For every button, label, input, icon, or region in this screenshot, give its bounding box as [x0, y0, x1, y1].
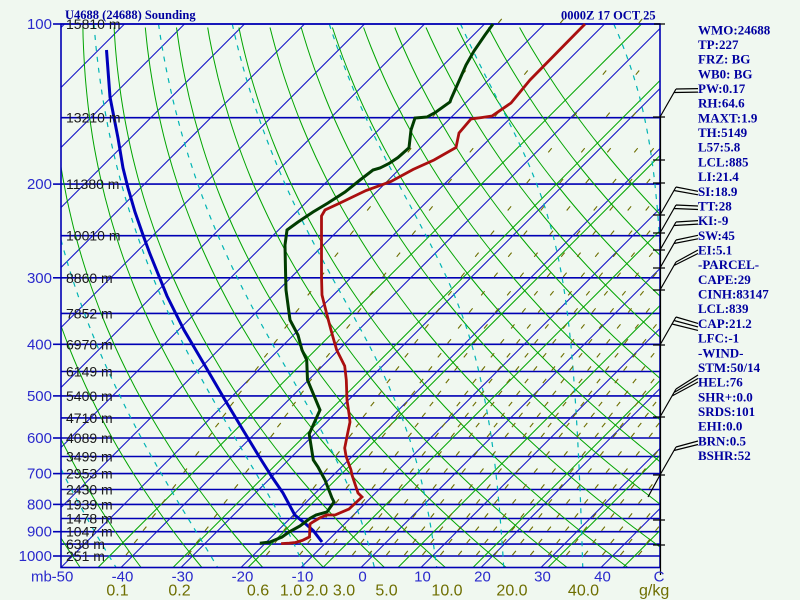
- svg-text:-10: -10: [292, 569, 314, 586]
- svg-text:8860 m: 8860 m: [66, 270, 113, 286]
- svg-text:10.0: 10.0: [431, 583, 462, 600]
- svg-text:800: 800: [27, 496, 52, 513]
- svg-text:6970 m: 6970 m: [66, 336, 113, 352]
- svg-text:20.0: 20.0: [496, 583, 527, 600]
- svg-text:g/kg: g/kg: [639, 583, 669, 600]
- svg-text:4089 m: 4089 m: [66, 430, 113, 446]
- svg-text:30: 30: [534, 569, 551, 586]
- svg-text:15810 m: 15810 m: [66, 16, 120, 32]
- svg-text:13210 m: 13210 m: [66, 110, 120, 126]
- svg-text:0.1: 0.1: [106, 583, 128, 600]
- svg-text:251 m: 251 m: [66, 548, 105, 564]
- svg-text:10010 m: 10010 m: [66, 228, 120, 244]
- svg-text:-WIND-: -WIND-: [698, 345, 744, 360]
- svg-text:0.6: 0.6: [247, 583, 269, 600]
- svg-text:CAP:21.2: CAP:21.2: [698, 316, 752, 331]
- svg-text:U4688 (24688) Sounding: U4688 (24688) Sounding: [65, 8, 196, 22]
- svg-text:300: 300: [27, 270, 52, 287]
- svg-text:2430 m: 2430 m: [66, 482, 113, 498]
- svg-text:PW:0.17: PW:0.17: [698, 81, 746, 96]
- svg-text:RH:64.6: RH:64.6: [698, 96, 745, 111]
- svg-text:100: 100: [27, 16, 52, 33]
- svg-text:0.2: 0.2: [168, 583, 190, 600]
- svg-text:500: 500: [27, 388, 52, 405]
- svg-text:-PARCEL-: -PARCEL-: [698, 257, 759, 272]
- svg-text:SRDS:101: SRDS:101: [698, 404, 755, 419]
- svg-text:TP:227: TP:227: [698, 37, 739, 52]
- svg-text:TT:28: TT:28: [698, 198, 732, 213]
- svg-text:5.0: 5.0: [375, 583, 397, 600]
- svg-text:638 m: 638 m: [66, 536, 105, 552]
- svg-text:TH:5149: TH:5149: [698, 125, 748, 140]
- svg-text:BRN:0.5: BRN:0.5: [698, 433, 747, 448]
- svg-text:SI:18.9: SI:18.9: [698, 184, 738, 199]
- svg-text:1.0: 1.0: [280, 583, 302, 600]
- svg-text:1047 m: 1047 m: [66, 524, 113, 540]
- svg-text:SHR+:0.0: SHR+:0.0: [698, 389, 753, 404]
- svg-text:-50: -50: [52, 569, 74, 586]
- svg-text:2953 m: 2953 m: [66, 466, 113, 482]
- svg-text:400: 400: [27, 336, 52, 353]
- svg-text:LCL:885: LCL:885: [698, 154, 749, 169]
- svg-text:4710 m: 4710 m: [66, 410, 113, 426]
- svg-text:40.0: 40.0: [568, 583, 599, 600]
- svg-text:CAPE:29: CAPE:29: [698, 272, 751, 287]
- svg-text:-20: -20: [232, 569, 254, 586]
- svg-text:CINH:83147: CINH:83147: [698, 287, 769, 302]
- svg-text:KI:-9: KI:-9: [698, 213, 729, 228]
- svg-text:L57:5.8: L57:5.8: [698, 140, 741, 155]
- svg-text:11380 m: 11380 m: [66, 176, 119, 192]
- svg-text:mb: mb: [31, 569, 52, 586]
- svg-text:EHI:0.0: EHI:0.0: [698, 419, 742, 434]
- svg-text:900: 900: [27, 524, 52, 541]
- svg-text:6149 m: 6149 m: [66, 364, 113, 380]
- svg-text:-30: -30: [172, 569, 194, 586]
- svg-text:7852 m: 7852 m: [66, 305, 113, 321]
- svg-text:700: 700: [27, 466, 52, 483]
- svg-text:0000Z 17 OCT 25: 0000Z 17 OCT 25: [561, 9, 656, 23]
- svg-text:3499 m: 3499 m: [66, 448, 113, 464]
- svg-text:STM:50/14: STM:50/14: [698, 360, 761, 375]
- svg-text:2.0: 2.0: [306, 583, 328, 600]
- svg-text:1000: 1000: [19, 548, 52, 565]
- svg-text:LCL:839: LCL:839: [698, 301, 749, 316]
- svg-text:200: 200: [27, 176, 52, 193]
- svg-text:1939 m: 1939 m: [66, 496, 113, 512]
- svg-text:40: 40: [594, 569, 611, 586]
- svg-text:3.0: 3.0: [333, 583, 355, 600]
- svg-text:LI:21.4: LI:21.4: [698, 169, 739, 184]
- svg-text:20: 20: [474, 569, 491, 586]
- svg-text:-40: -40: [112, 569, 134, 586]
- svg-text:C: C: [654, 569, 665, 586]
- svg-text:5400 m: 5400 m: [66, 388, 113, 404]
- svg-text:WMO:24688: WMO:24688: [698, 22, 771, 37]
- svg-text:HEL:76: HEL:76: [698, 375, 743, 390]
- svg-text:1478 m: 1478 m: [66, 510, 113, 526]
- svg-text:SW:45: SW:45: [698, 228, 735, 243]
- svg-text:600: 600: [27, 430, 52, 447]
- svg-text:0: 0: [358, 569, 366, 586]
- svg-text:10: 10: [414, 569, 431, 586]
- svg-text:FRZ: BG: FRZ: BG: [698, 52, 750, 67]
- svg-text:WB0: BG: WB0: BG: [698, 66, 753, 81]
- svg-text:EI:5.1: EI:5.1: [698, 243, 732, 258]
- svg-text:LFC:-1: LFC:-1: [698, 331, 739, 346]
- svg-text:BSHR:52: BSHR:52: [698, 448, 751, 463]
- svg-text:MAXT:1.9: MAXT:1.9: [698, 110, 758, 125]
